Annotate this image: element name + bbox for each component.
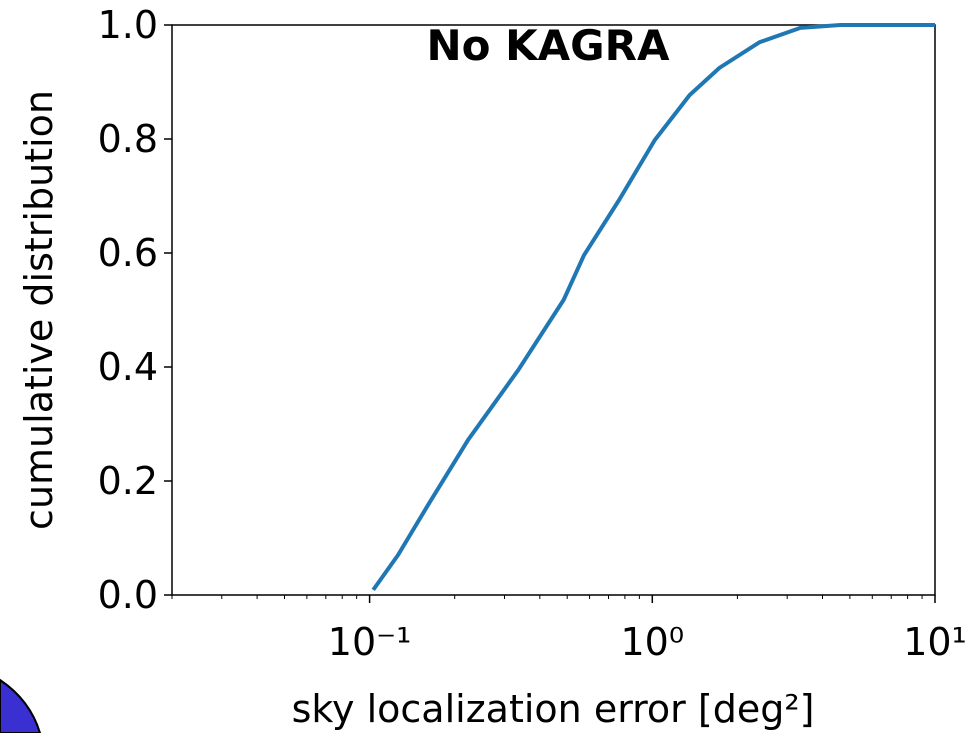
plot-frame: [171, 24, 936, 596]
y-tick-label: 0.6: [98, 231, 158, 275]
x-tick-label: 10⁻¹: [328, 620, 412, 664]
y-tick-label: 1.0: [98, 3, 158, 47]
x-tick-label: 10¹: [903, 620, 967, 664]
y-tick-label: 0.8: [98, 117, 158, 161]
y-tick-label: 0.4: [98, 345, 158, 389]
x-axis-label: sky localization error [deg²]: [292, 687, 815, 731]
x-tick-label: 10⁰: [621, 620, 685, 664]
logo-fragment: [0, 678, 42, 734]
y-axis-label: cumulative distribution: [17, 90, 61, 530]
y-tick-label: 0.0: [98, 573, 158, 617]
y-tick-label: 0.2: [98, 459, 158, 503]
annotation: No KAGRA: [427, 21, 670, 70]
data-line: [371, 23, 935, 592]
